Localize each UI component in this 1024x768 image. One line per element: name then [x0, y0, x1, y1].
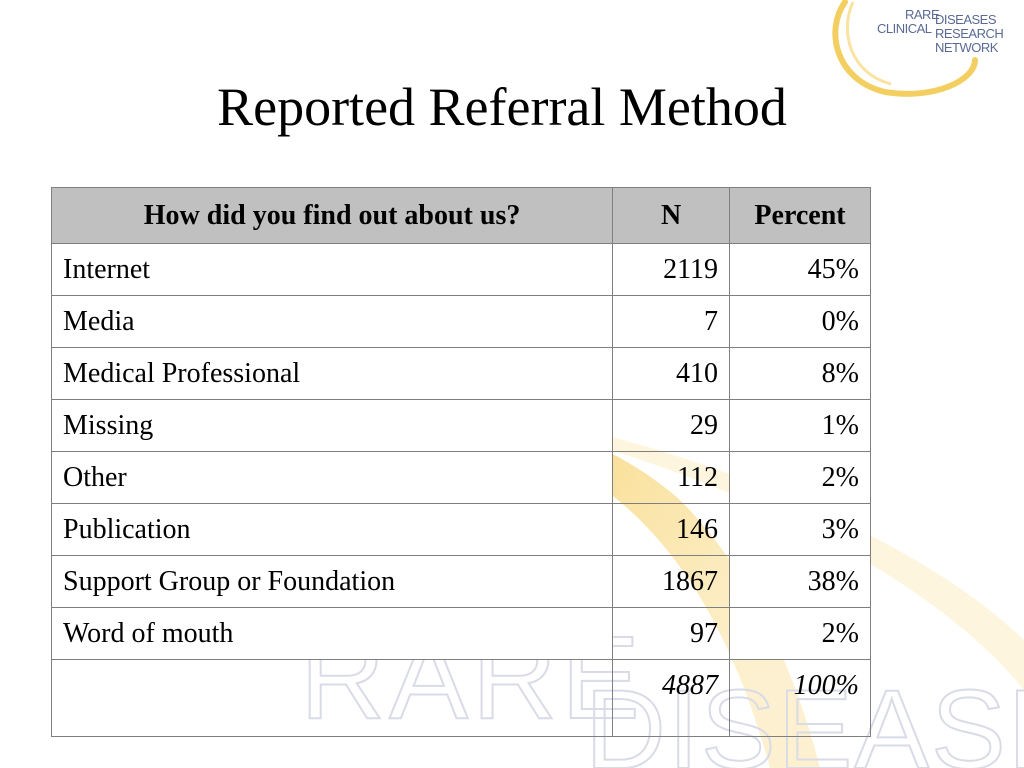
- row-percent: 0%: [729, 295, 871, 348]
- table-header-row: How did you find out about us? N Percent: [50, 187, 871, 244]
- row-method: Other: [50, 451, 614, 504]
- table-row: Word of mouth 97 2%: [50, 607, 871, 660]
- row-percent: 2%: [729, 607, 871, 660]
- row-method: Medical Professional: [50, 347, 614, 400]
- total-n: 4887: [612, 659, 731, 737]
- logo-word-diseases: DISEASES: [935, 12, 997, 27]
- row-n: 2119: [612, 243, 731, 296]
- table-row: Medical Professional 410 8%: [50, 347, 871, 400]
- row-percent: 45%: [729, 243, 871, 296]
- row-method: Media: [50, 295, 614, 348]
- logo-word-network: NETWORK: [935, 40, 998, 55]
- referral-method-table: How did you find out about us? N Percent…: [50, 187, 871, 737]
- total-row: 4887 100%: [50, 659, 871, 737]
- column-header-n: N: [612, 187, 731, 244]
- row-n: 29: [612, 399, 731, 452]
- row-method: Missing: [50, 399, 614, 452]
- row-percent: 3%: [729, 503, 871, 556]
- row-n: 7: [612, 295, 731, 348]
- total-label-cell: [50, 659, 614, 737]
- row-n: 97: [612, 607, 731, 660]
- table-row: Missing 29 1%: [50, 399, 871, 452]
- rcdrcn-logo: [825, 0, 1024, 100]
- logo-word-clinical: CLINICAL: [877, 21, 932, 36]
- row-n: 1867: [612, 555, 731, 608]
- row-method: Word of mouth: [50, 607, 614, 660]
- table-row: Support Group or Foundation 1867 38%: [50, 555, 871, 608]
- slide-title: Reported Referral Method: [217, 77, 787, 137]
- logo-word-rare: RARE: [905, 7, 940, 22]
- column-header-percent: Percent: [729, 187, 871, 244]
- table-row: Other 112 2%: [50, 451, 871, 504]
- row-percent: 38%: [729, 555, 871, 608]
- table-row: Publication 146 3%: [50, 503, 871, 556]
- row-n: 146: [612, 503, 731, 556]
- column-header-method: How did you find out about us?: [50, 187, 614, 244]
- row-percent: 8%: [729, 347, 871, 400]
- logo-word-research: RESEARCH: [935, 26, 1004, 41]
- row-percent: 1%: [729, 399, 871, 452]
- row-n: 410: [612, 347, 731, 400]
- table-row: Internet 2119 45%: [50, 243, 871, 296]
- row-method: Internet: [50, 243, 614, 296]
- table-row: Media 7 0%: [50, 295, 871, 348]
- logo-ring-icon: [832, 0, 978, 97]
- row-n: 112: [612, 451, 731, 504]
- total-percent: 100%: [729, 659, 871, 737]
- row-percent: 2%: [729, 451, 871, 504]
- row-method: Publication: [50, 503, 614, 556]
- row-method: Support Group or Foundation: [50, 555, 614, 608]
